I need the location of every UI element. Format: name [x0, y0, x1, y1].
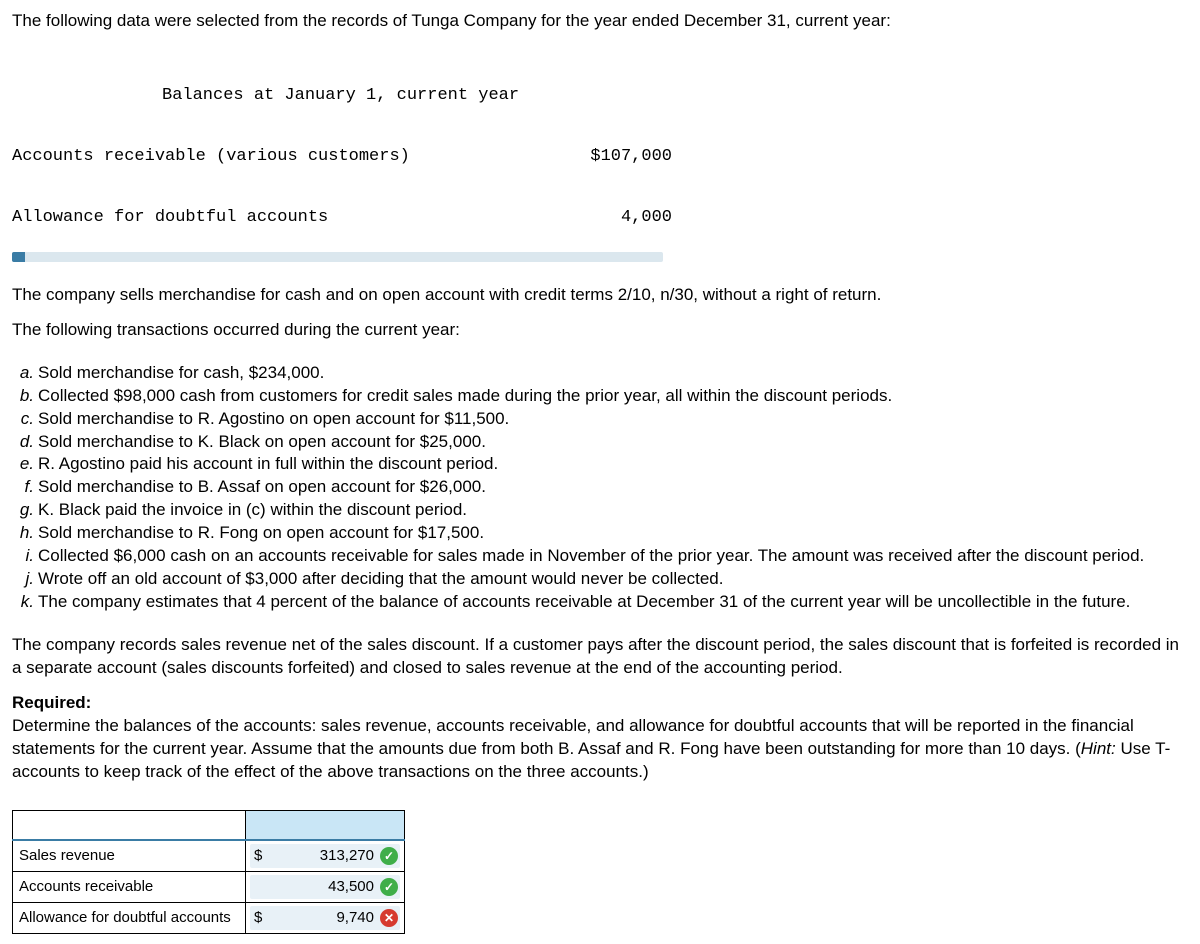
credit-terms-text: The company sells merchandise for cash a… [12, 284, 1188, 307]
check-icon: ✓ [380, 847, 398, 865]
list-item: i.Collected $6,000 cash on an accounts r… [12, 545, 1188, 568]
balances-block: Balances at January 1, current year Acco… [12, 45, 1188, 249]
list-marker: j. [17, 568, 34, 591]
list-marker: k. [17, 591, 34, 614]
table-header-blank [13, 810, 246, 840]
list-marker: f. [17, 476, 34, 499]
net-method-text: The company records sales revenue net of… [12, 634, 1188, 680]
answer-label: Allowance for doubtful accounts [13, 902, 246, 933]
list-item: h.Sold merchandise to R. Fong on open ac… [12, 522, 1188, 545]
list-text: Sold merchandise to R. Agostino on open … [38, 409, 509, 428]
answer-value: 313,270 [270, 846, 378, 866]
list-text: Wrote off an old account of $3,000 after… [38, 569, 724, 588]
required-label: Required: [12, 693, 91, 712]
list-item: d.Sold merchandise to K. Black on open a… [12, 431, 1188, 454]
balance-label: Allowance for doubtful accounts [12, 208, 562, 228]
list-marker: c. [17, 408, 34, 431]
list-text: The company estimates that 4 percent of … [38, 592, 1130, 611]
list-item: j.Wrote off an old account of $3,000 aft… [12, 568, 1188, 591]
balance-row: Accounts receivable (various customers) … [12, 147, 1188, 167]
answer-value: 43,500 [270, 877, 378, 897]
transactions-intro: The following transactions occurred duri… [12, 319, 1188, 342]
currency-symbol: $ [252, 846, 270, 866]
table-header-value [246, 810, 405, 840]
required-block: Required: Determine the balances of the … [12, 692, 1188, 784]
list-marker: e. [17, 453, 34, 476]
list-item: c.Sold merchandise to R. Agostino on ope… [12, 408, 1188, 431]
answer-value: 9,740 [270, 908, 378, 928]
table-row: Allowance for doubtful accounts $ 9,740 … [13, 902, 405, 933]
answer-input[interactable]: $ 313,270 ✓ [250, 844, 400, 868]
answer-input[interactable]: $ 9,740 ✕ [250, 906, 400, 930]
list-marker: d. [17, 431, 34, 454]
list-text: Collected $6,000 cash on an accounts rec… [38, 546, 1144, 565]
hint-label: Hint: [1081, 739, 1116, 758]
balance-value: 4,000 [562, 208, 672, 228]
answer-cell: $ 313,270 ✓ [246, 840, 405, 872]
list-item: g.K. Black paid the invoice in (c) withi… [12, 499, 1188, 522]
list-item: k.The company estimates that 4 percent o… [12, 591, 1188, 614]
answer-cell: $ 9,740 ✕ [246, 902, 405, 933]
scrollbar-thumb[interactable] [12, 252, 25, 262]
list-item: f.Sold merchandise to B. Assaf on open a… [12, 476, 1188, 499]
list-marker: b. [17, 385, 34, 408]
check-icon: ✓ [380, 878, 398, 896]
list-marker: g. [17, 499, 34, 522]
balance-label: Accounts receivable (various customers) [12, 147, 562, 167]
list-text: Sold merchandise to R. Fong on open acco… [38, 523, 484, 542]
balance-value: $107,000 [562, 147, 672, 167]
required-body: Determine the balances of the accounts: … [12, 716, 1134, 758]
scrollbar-track[interactable] [12, 252, 663, 262]
list-marker: h. [17, 522, 34, 545]
list-item: b.Collected $98,000 cash from customers … [12, 385, 1188, 408]
answer-label: Sales revenue [13, 840, 246, 872]
x-icon: ✕ [380, 909, 398, 927]
list-text: Sold merchandise to B. Assaf on open acc… [38, 477, 486, 496]
table-row: Sales revenue $ 313,270 ✓ [13, 840, 405, 872]
list-text: K. Black paid the invoice in (c) within … [38, 500, 467, 519]
currency-symbol: $ [252, 908, 270, 928]
balances-header: Balances at January 1, current year [12, 86, 1188, 106]
list-item: a.Sold merchandise for cash, $234,000. [12, 362, 1188, 385]
list-text: Sold merchandise to K. Black on open acc… [38, 432, 486, 451]
list-item: e.R. Agostino paid his account in full w… [12, 453, 1188, 476]
answer-input[interactable]: 43,500 ✓ [250, 875, 400, 899]
transaction-list: a.Sold merchandise for cash, $234,000. b… [12, 362, 1188, 614]
list-text: R. Agostino paid his account in full wit… [38, 454, 498, 473]
list-text: Collected $98,000 cash from customers fo… [38, 386, 892, 405]
list-marker: i. [17, 545, 34, 568]
answer-table: Sales revenue $ 313,270 ✓ Accounts recei… [12, 810, 405, 934]
list-marker: a. [17, 362, 34, 385]
intro-text: The following data were selected from th… [12, 10, 1188, 33]
balance-row: Allowance for doubtful accounts 4,000 [12, 208, 1188, 228]
list-text: Sold merchandise for cash, $234,000. [38, 363, 324, 382]
